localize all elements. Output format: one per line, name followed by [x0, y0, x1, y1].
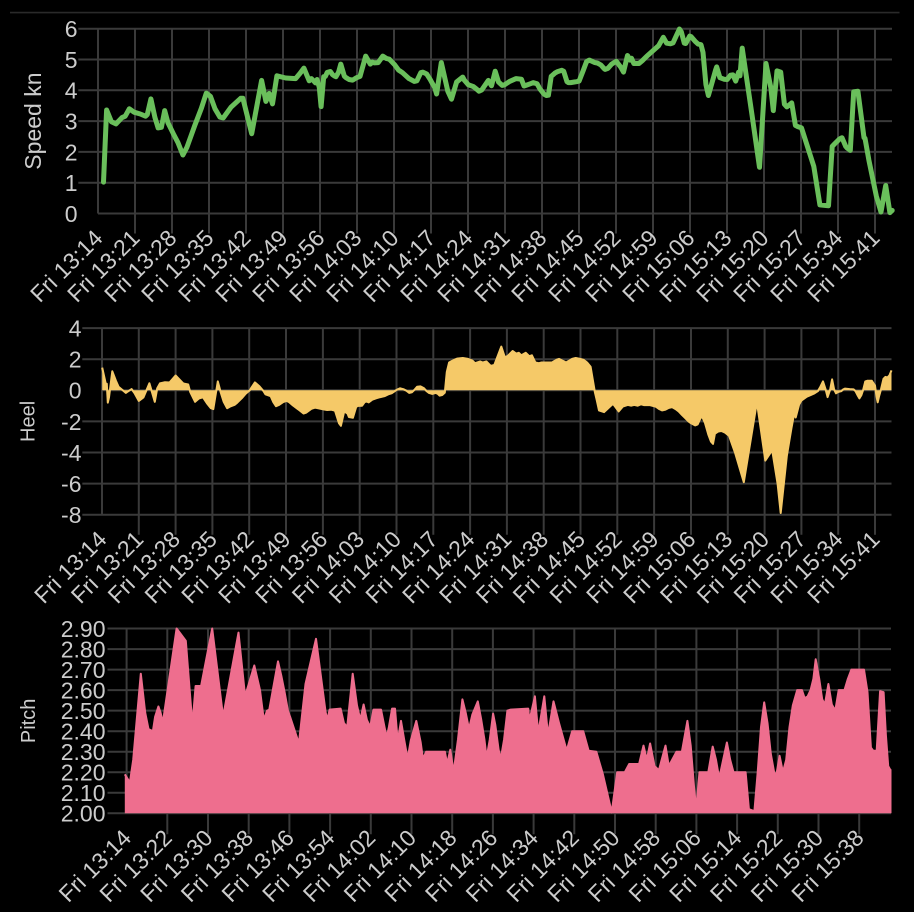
svg-text:Heel: Heel	[18, 401, 40, 442]
svg-text:0: 0	[69, 378, 82, 404]
svg-text:2.30: 2.30	[61, 739, 106, 765]
svg-text:5: 5	[65, 47, 78, 73]
svg-text:3: 3	[65, 109, 78, 135]
svg-text:2: 2	[69, 347, 82, 373]
svg-text:0: 0	[65, 201, 78, 227]
svg-text:2.20: 2.20	[61, 760, 106, 786]
svg-text:-2: -2	[61, 409, 81, 435]
svg-text:2.60: 2.60	[61, 678, 106, 704]
svg-text:2.40: 2.40	[61, 719, 106, 745]
svg-text:-4: -4	[61, 440, 82, 466]
svg-text:6: 6	[65, 16, 78, 42]
svg-text:-8: -8	[61, 502, 81, 528]
svg-text:2.00: 2.00	[61, 801, 106, 827]
svg-text:2.80: 2.80	[61, 637, 106, 663]
svg-text:2.70: 2.70	[61, 657, 106, 683]
svg-text:4: 4	[65, 78, 78, 104]
svg-text:4: 4	[69, 316, 82, 342]
svg-text:2.90: 2.90	[61, 616, 106, 642]
svg-text:Pitch: Pitch	[18, 699, 40, 743]
svg-text:2.50: 2.50	[61, 698, 106, 724]
svg-text:2: 2	[65, 139, 78, 165]
svg-text:1: 1	[65, 170, 78, 196]
svg-text:2.10: 2.10	[61, 780, 106, 806]
svg-text:-6: -6	[61, 471, 81, 497]
svg-text:Speed kn: Speed kn	[20, 72, 46, 169]
